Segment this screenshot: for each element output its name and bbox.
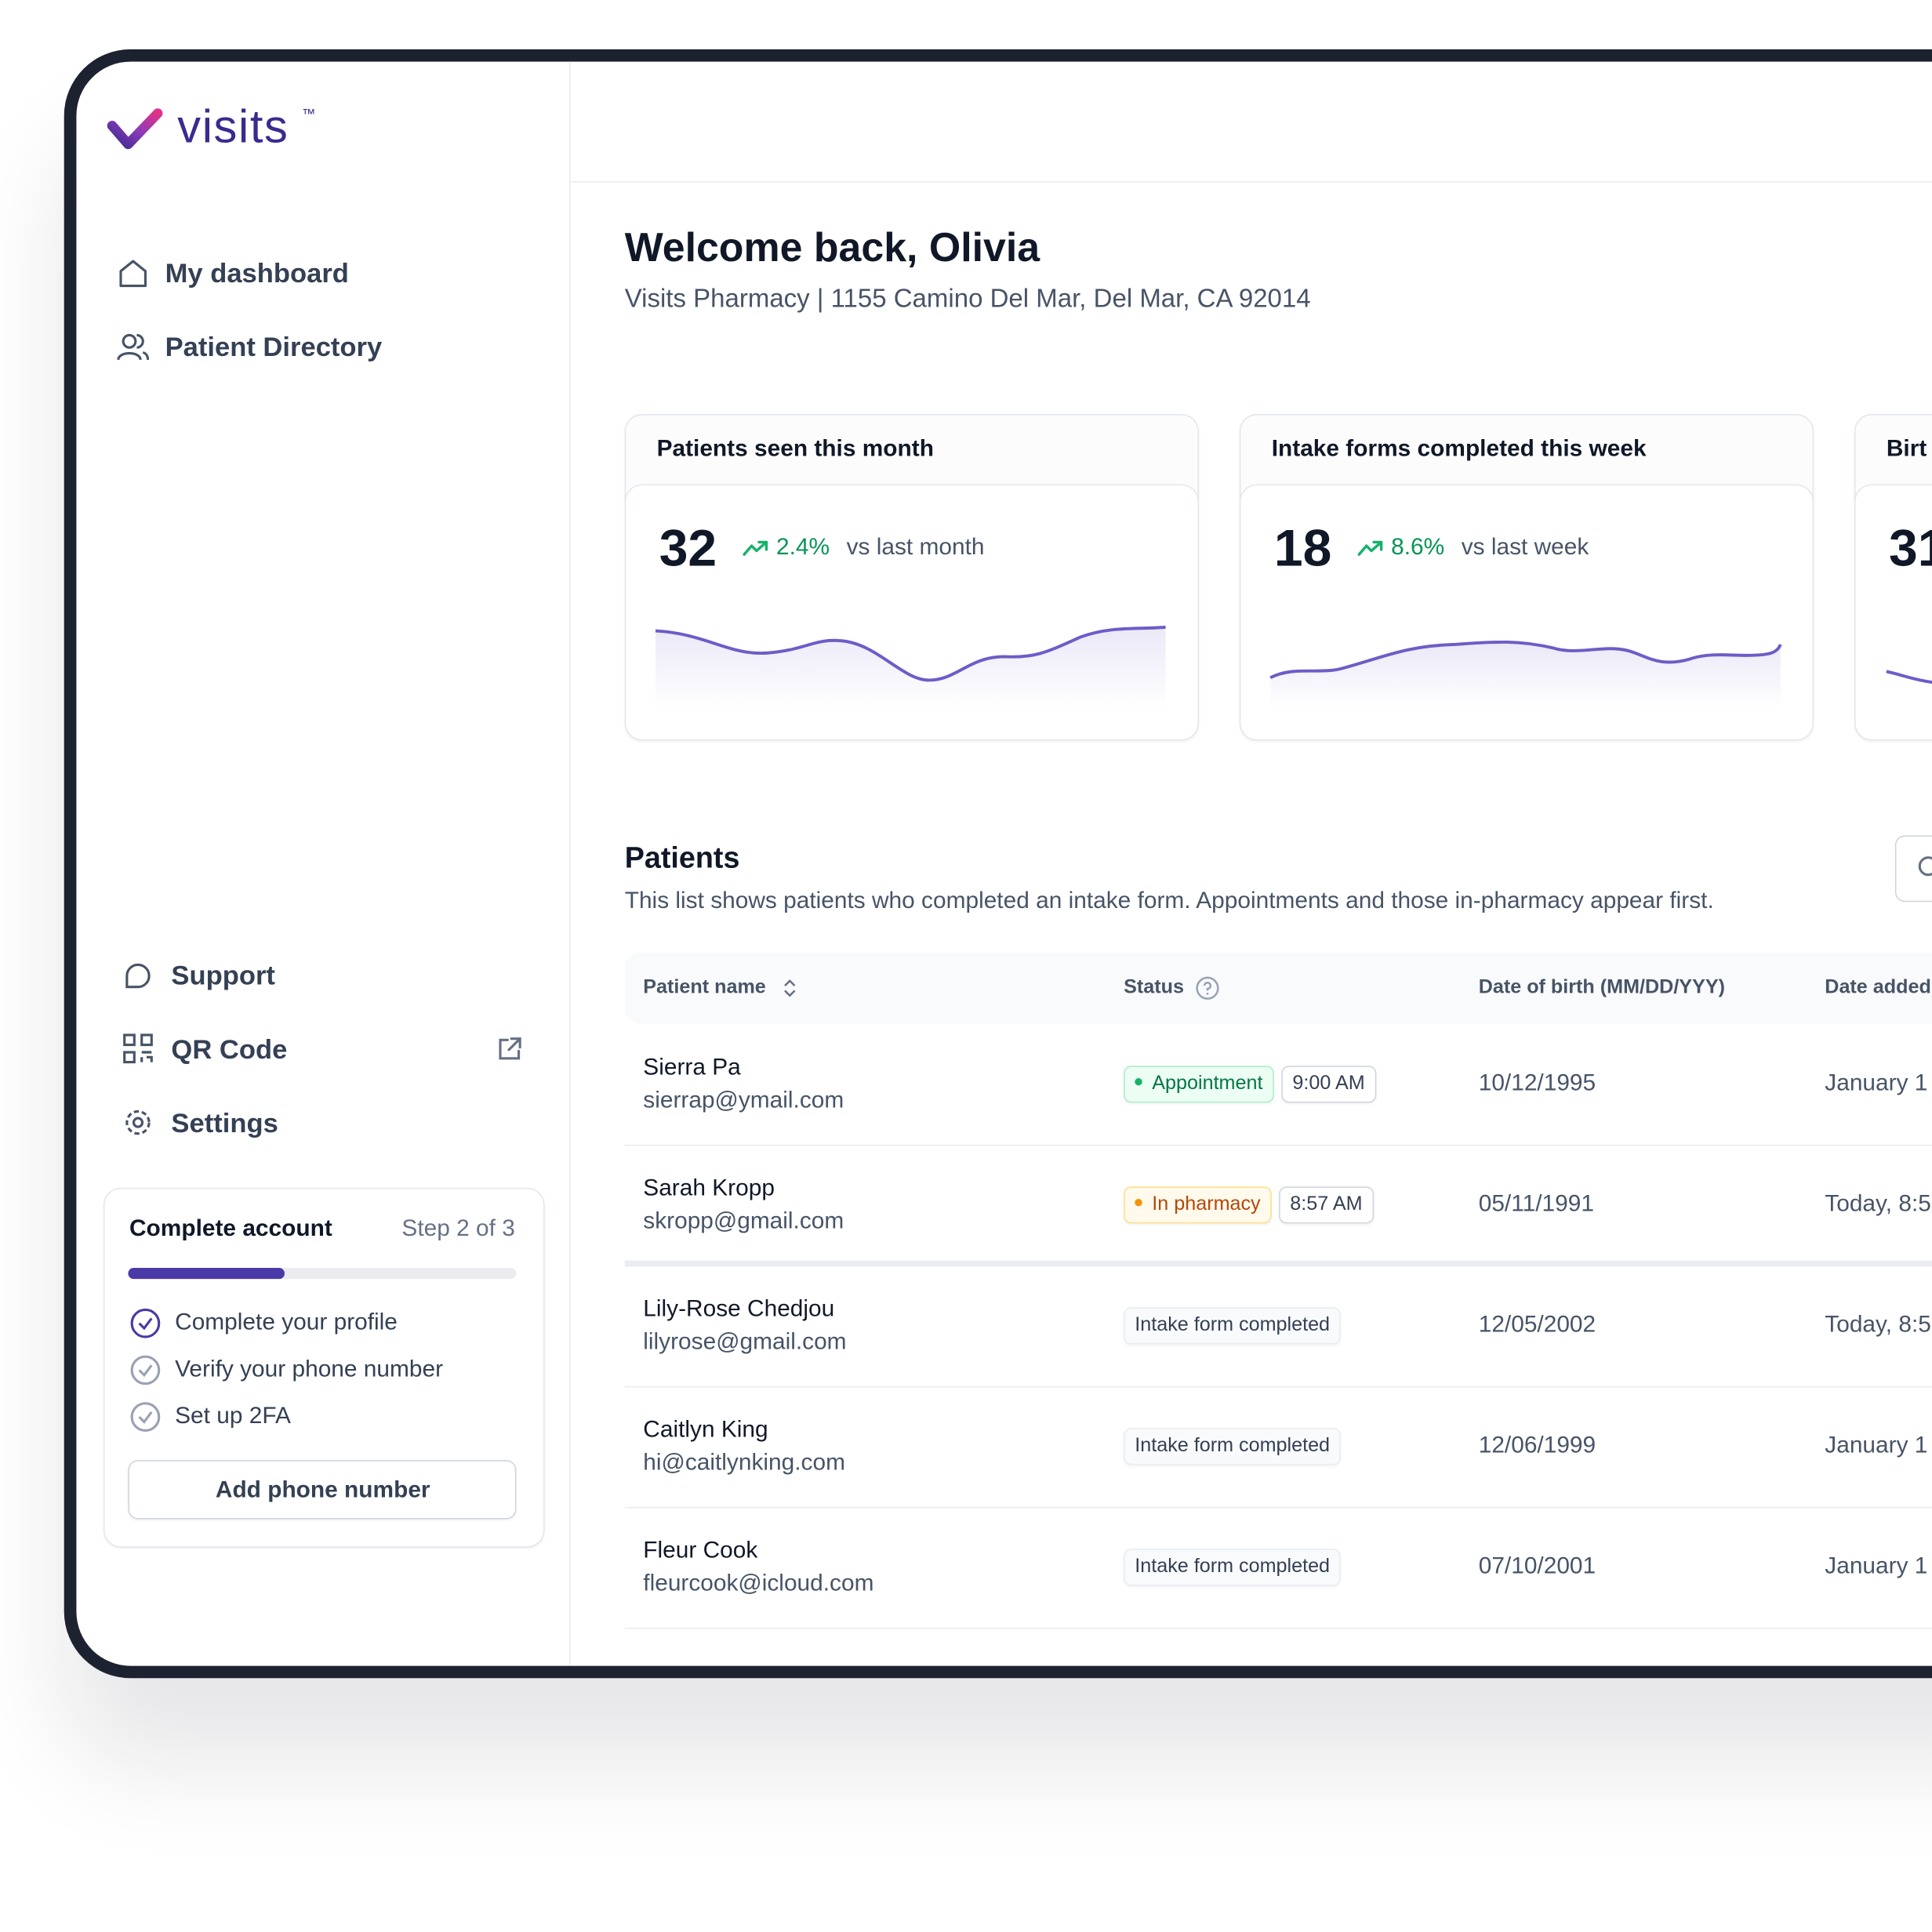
trend-icon: [743, 540, 768, 556]
stat-change: 2.4%: [776, 535, 830, 561]
column-header[interactable]: Patient name: [643, 977, 766, 998]
section-description: This list shows patients who completed a…: [624, 888, 1714, 915]
settings-icon: [125, 1109, 151, 1135]
external-link-icon[interactable]: [498, 1037, 522, 1061]
logo-mark: [107, 108, 163, 150]
status-text: Intake form completed: [1135, 1556, 1331, 1578]
date-added: January 1: [1825, 1070, 1928, 1097]
stat-comparison: vs last week: [1461, 535, 1589, 561]
patient-name[interactable]: Lily-Rose Chedjou: [643, 1296, 835, 1323]
date-of-birth: 12/05/2002: [1478, 1312, 1596, 1338]
patient-email: sierrap@ymail.com: [643, 1088, 844, 1114]
trademark: ™: [302, 107, 316, 122]
status-text: In pharmacy: [1152, 1193, 1261, 1215]
nav-item[interactable]: QR Code: [171, 1033, 288, 1065]
status-text: Appointment: [1152, 1073, 1263, 1095]
task: Verify your phone number: [175, 1356, 444, 1383]
patient-email: lilyrose@gmail.com: [643, 1329, 847, 1356]
patient-email: hi@caitlynking.com: [643, 1450, 845, 1476]
sparkline: [1886, 670, 1932, 685]
search-icon: [1918, 856, 1932, 877]
status-text: Intake form completed: [1135, 1314, 1331, 1336]
column-header: Status: [1124, 977, 1184, 998]
status-badge: Intake form completed: [1124, 1307, 1342, 1345]
date-of-birth: 10/12/1995: [1478, 1070, 1596, 1097]
home-icon: [119, 260, 147, 288]
patient-email: skropp@gmail.com: [643, 1208, 844, 1235]
date-added: Today, 8:5: [1825, 1312, 1931, 1338]
task: Set up 2FA: [175, 1403, 291, 1429]
date-added: January 1: [1825, 1433, 1928, 1459]
date-of-birth: 05/11/1991: [1478, 1191, 1594, 1218]
date-of-birth: 12/06/1999: [1478, 1433, 1596, 1459]
time-badge: 8:57 AM: [1279, 1186, 1374, 1224]
task-check: [130, 1308, 161, 1338]
patient-name[interactable]: Sarah Kropp: [643, 1175, 775, 1202]
priority-separator: [624, 1260, 1932, 1267]
date-added: January 1: [1825, 1553, 1928, 1580]
status-dot: [1135, 1198, 1142, 1207]
row-divider: [624, 1506, 1932, 1509]
nav-item[interactable]: Patient Directory: [165, 331, 383, 363]
table-header: [624, 952, 1932, 1024]
header-divider: [569, 181, 1932, 183]
column-header: Date added: [1825, 977, 1931, 998]
welcome-title: Welcome back, Olivia: [624, 224, 1040, 271]
patient-name[interactable]: Caitlyn King: [643, 1417, 768, 1444]
account-card: [104, 1187, 545, 1548]
status-badge: In pharmacy: [1124, 1186, 1272, 1224]
row-divider: [624, 1627, 1932, 1629]
patient-name[interactable]: Sierra Pa: [643, 1055, 741, 1081]
support-icon: [125, 963, 151, 989]
search-button[interactable]: [1894, 835, 1932, 902]
patient-email: fleurcook@icloud.com: [643, 1571, 874, 1597]
task-check: [130, 1355, 161, 1385]
stat-value: 31: [1889, 518, 1932, 577]
add-phone-button[interactable]: [128, 1460, 517, 1520]
location: Visits Pharmacy | 1155 Camino Del Mar, D…: [624, 285, 1311, 314]
stat-value: 18: [1273, 518, 1332, 577]
app-window: visits ™ My dashboard Patient Directory Supp…: [76, 61, 1932, 1666]
stat-comparison: vs last month: [846, 535, 985, 561]
date-added: Today, 8:5: [1825, 1191, 1931, 1218]
patient-name[interactable]: Fleur Cook: [643, 1538, 758, 1564]
progress-fill: [128, 1268, 285, 1280]
trend-icon: [1357, 540, 1383, 556]
sidebar-divider: [569, 61, 571, 1666]
status-badge: Intake form completed: [1124, 1428, 1342, 1465]
users-icon: [117, 333, 150, 361]
nav-item[interactable]: My dashboard: [165, 257, 349, 289]
nav-item[interactable]: Settings: [171, 1107, 278, 1139]
date-of-birth: 07/10/2001: [1478, 1553, 1596, 1580]
sparkline: [1269, 640, 1782, 709]
status-badge: Intake form completed: [1124, 1549, 1342, 1586]
column-header: Date of birth (MM/DD/YYY): [1478, 977, 1725, 998]
stat-value: 32: [659, 518, 717, 577]
stat-title: Patients seen this month: [656, 436, 934, 463]
button-label[interactable]: Add phone number: [215, 1477, 430, 1504]
section-title: Patients: [624, 841, 740, 875]
help-icon[interactable]: [1195, 976, 1219, 1000]
status-text: Intake form completed: [1135, 1435, 1331, 1457]
step-label: Step 2 of 3: [401, 1216, 515, 1243]
time-badge: 9:00 AM: [1281, 1066, 1376, 1103]
status-badge: Appointment: [1124, 1066, 1274, 1103]
task: Complete your profile: [175, 1309, 398, 1336]
row-divider: [624, 1385, 1932, 1388]
status-dot: [1135, 1077, 1142, 1086]
sort-icon[interactable]: [783, 979, 797, 998]
nav-item[interactable]: Support: [171, 960, 275, 991]
row-divider: [624, 1144, 1932, 1146]
stat-card: [1854, 414, 1932, 741]
logo-text: visits: [177, 101, 289, 154]
card-title: Complete account: [129, 1216, 332, 1243]
task-check: [130, 1402, 161, 1433]
stat-change: 8.6%: [1391, 535, 1445, 561]
qr-icon: [123, 1033, 153, 1064]
sparkline: [655, 625, 1166, 709]
stat-title: Intake forms completed this week: [1271, 436, 1647, 463]
stat-title: Birt: [1886, 436, 1927, 463]
